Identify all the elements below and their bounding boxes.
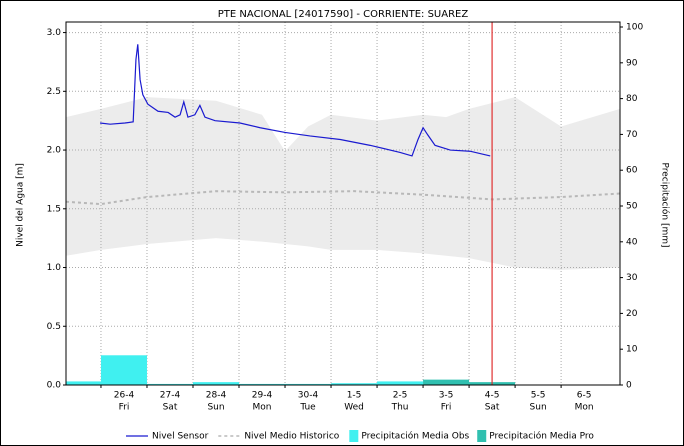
legend-label: Nivel Medio Historico <box>244 432 339 442</box>
y-tick-label: 3.0 <box>47 28 62 38</box>
x-tick-label: 3-5 <box>439 391 454 401</box>
x-tick-day: Sat <box>163 403 178 413</box>
legend-swatch <box>477 430 487 442</box>
x-tick-label: 26-4 <box>114 391 135 401</box>
precip-bar <box>423 379 470 385</box>
y2-tick-label: 60 <box>626 166 638 176</box>
y2-tick-label: 20 <box>626 309 638 319</box>
y2-tick-label: 90 <box>626 58 638 68</box>
x-tick-day: Tue <box>299 403 316 413</box>
legend-swatch <box>349 430 359 442</box>
y2-tick-label: 50 <box>626 202 638 212</box>
x-tick-label: 27-4 <box>160 391 181 401</box>
y2-tick-label: 10 <box>626 345 638 355</box>
legend-label: Precipitación Media Obs <box>361 431 469 442</box>
plot-frame <box>65 21 621 386</box>
x-tick-day: Mon <box>253 403 272 413</box>
y-tick-label: 0.5 <box>47 322 61 332</box>
precip-bar <box>331 383 378 385</box>
x-tick-day: Sat <box>485 403 500 413</box>
y2-tick-label: 40 <box>626 237 638 247</box>
x-tick-label: 29-4 <box>252 391 273 401</box>
x-tick-label: 30-4 <box>298 391 319 401</box>
y2-tick-label: 30 <box>626 273 638 283</box>
x-tick-label: 2-5 <box>393 391 408 401</box>
y-tick-label: 0.0 <box>47 381 62 391</box>
y-tick-label: 1.5 <box>47 204 61 214</box>
precip-bar <box>100 355 147 385</box>
precip-bar <box>239 383 286 385</box>
chart-title: PTE NACIONAL [24017590] - CORRIENTE: SUA… <box>218 9 469 20</box>
y-tick-label: 2.0 <box>47 146 62 156</box>
x-tick-day: Sun <box>530 403 547 413</box>
precip-bar <box>66 381 101 385</box>
x-tick-label: 6-5 <box>577 391 592 401</box>
y2-tick-label: 0 <box>626 381 632 391</box>
historic-band <box>66 97 620 270</box>
x-tick-day: Thu <box>391 403 409 413</box>
x-tick-day: Fri <box>119 403 130 413</box>
precip-bar <box>192 382 240 385</box>
y2-tick-label: 80 <box>626 94 638 104</box>
x-tick-day: Sun <box>207 403 224 413</box>
y2-tick-label: 70 <box>626 130 638 140</box>
x-tick-label: 1-5 <box>347 391 362 401</box>
x-tick-day: Fri <box>441 403 452 413</box>
x-tick-label: 5-5 <box>531 391 546 401</box>
x-tick-day: Mon <box>575 403 594 413</box>
level-line <box>65 190 621 206</box>
legend-label: Nivel Sensor <box>152 432 209 442</box>
level-line <box>99 44 491 157</box>
precip-bar <box>377 381 424 385</box>
y-axis-label: Nivel del Agua [m] <box>16 163 26 247</box>
precip-bar <box>146 383 193 385</box>
x-tick-day: Wed <box>344 403 364 413</box>
x-tick-label: 28-4 <box>206 391 227 401</box>
y2-tick-label: 100 <box>626 23 643 33</box>
x-tick-label: 4-5 <box>485 391 500 401</box>
y-tick-label: 2.5 <box>47 87 61 97</box>
y2-axis-label: Precipitación [mm] <box>660 162 671 247</box>
precip-bar <box>285 383 332 385</box>
y-tick-label: 1.0 <box>47 263 62 273</box>
legend-label: Precipitación Media Pro <box>489 431 594 442</box>
